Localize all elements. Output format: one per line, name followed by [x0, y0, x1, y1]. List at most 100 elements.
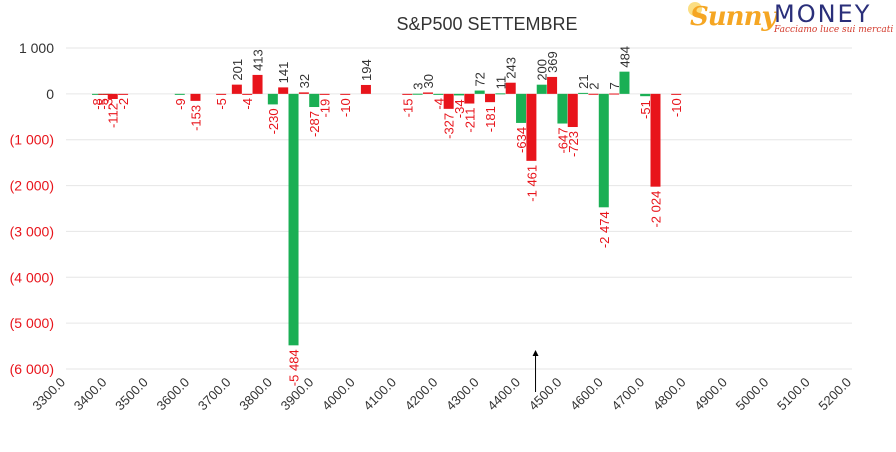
bar: [118, 93, 129, 95]
grid-lines: [66, 47, 852, 370]
bar: [267, 93, 278, 105]
bar: [454, 93, 464, 96]
bar: [464, 93, 475, 104]
bar: [340, 93, 351, 95]
bar: [252, 74, 263, 94]
data-label: -5 484: [287, 349, 302, 386]
x-tick-label: 4300.0: [443, 375, 482, 414]
data-label: -634: [514, 127, 529, 153]
marker-arrow: [532, 350, 539, 392]
x-tick-label: 3500.0: [112, 375, 151, 414]
bar: [288, 93, 299, 346]
bar: [360, 84, 371, 94]
data-label: 369: [545, 51, 560, 73]
data-label: -5: [96, 98, 111, 110]
chart-title: S&P500 SETTEMBRE: [396, 14, 577, 34]
bar: [536, 84, 547, 94]
data-label: -5: [214, 98, 229, 110]
bar: [598, 93, 609, 208]
data-label: -211: [462, 108, 477, 133]
data-label: -112: [106, 103, 121, 128]
bar: [547, 76, 558, 94]
x-tick-label: 3700.0: [195, 375, 234, 414]
y-tick-label: (5 000): [10, 315, 54, 331]
data-label: -10: [338, 98, 353, 117]
bar: [174, 93, 185, 95]
data-label: 194: [359, 59, 374, 81]
bar: [609, 93, 620, 95]
data-label: 141: [276, 62, 291, 84]
bar: [516, 93, 527, 123]
logo-money-text: MONEY: [774, 0, 872, 28]
x-tick-label: 4400.0: [484, 375, 523, 414]
bar: [650, 93, 661, 187]
data-label: -34: [452, 99, 467, 118]
bar: [242, 93, 253, 95]
y-tick-label: (2 000): [10, 178, 54, 194]
data-label: 200: [535, 59, 550, 81]
sunny-money-logo: Sunny MONEY Facciamo luce sui mercati: [686, 0, 893, 40]
data-label: 3: [411, 82, 426, 89]
data-label: 30: [421, 74, 436, 88]
y-tick-label: (4 000): [10, 269, 54, 285]
x-tick-label: 5000.0: [733, 375, 772, 414]
y-axis-ticks: 1 000 0 (1 000) (2 000) (3 000) (4 000) (5 000…: [10, 40, 55, 377]
sun-icon: [688, 2, 702, 16]
bar: [216, 93, 227, 95]
bar: [422, 92, 433, 94]
data-label: -4: [240, 98, 255, 110]
bar: [433, 93, 444, 95]
x-tick-label: 4200.0: [402, 375, 441, 414]
data-label: -181: [483, 106, 498, 132]
x-tick-label: 3800.0: [236, 375, 275, 414]
x-tick-label: 4500.0: [526, 375, 565, 414]
data-label: -10: [669, 98, 684, 117]
data-label: 21: [576, 74, 591, 88]
bar: [98, 93, 109, 95]
bar: [309, 93, 320, 108]
data-label: -15: [400, 99, 415, 118]
y-tick-label: 0: [46, 86, 54, 102]
data-label: 7: [607, 82, 622, 89]
data-label: 32: [297, 74, 312, 88]
bar: [505, 82, 516, 94]
x-tick-label: 4000.0: [319, 375, 358, 414]
data-label: 201: [230, 59, 245, 81]
x-tick-label: 3300.0: [29, 375, 68, 414]
x-tick-label: 4900.0: [691, 375, 730, 414]
bar: [278, 87, 289, 94]
data-label: 484: [617, 46, 632, 68]
data-label: -3: [100, 98, 115, 110]
bar: [619, 71, 630, 94]
data-label: -1 461: [524, 165, 539, 202]
data-label: -19: [318, 99, 333, 118]
data-label: -287: [307, 111, 322, 137]
x-tick-label: 5200.0: [815, 375, 854, 414]
data-label: 243: [504, 57, 519, 79]
x-tick-label: 4800.0: [650, 375, 689, 414]
bar: [402, 93, 413, 95]
x-axis-ticks: 3300.0 3400.0 3500.0 3600.0 3700.0 3800.0 3900…: [29, 375, 854, 414]
logo-sunny-text: Sunny: [690, 2, 777, 32]
bar: [298, 92, 309, 94]
x-tick-label: 5100.0: [774, 375, 813, 414]
bar: [474, 90, 485, 94]
data-label: -2 024: [649, 191, 664, 228]
bar: [190, 93, 201, 101]
x-tick-label: 3400.0: [71, 375, 110, 414]
bar: [443, 93, 454, 109]
data-label: -230: [266, 108, 281, 134]
bars: [92, 71, 682, 346]
bar: [557, 93, 568, 124]
bar: [92, 93, 103, 95]
data-label: 11: [493, 76, 508, 90]
data-label: 72: [473, 72, 488, 86]
bar: [671, 93, 682, 95]
x-tick-label: 3600.0: [154, 375, 193, 414]
data-label: -4: [431, 98, 446, 110]
bar: [107, 93, 118, 99]
data-label: -647: [555, 128, 570, 154]
y-tick-label: (1 000): [10, 132, 54, 148]
bar: [485, 93, 496, 103]
